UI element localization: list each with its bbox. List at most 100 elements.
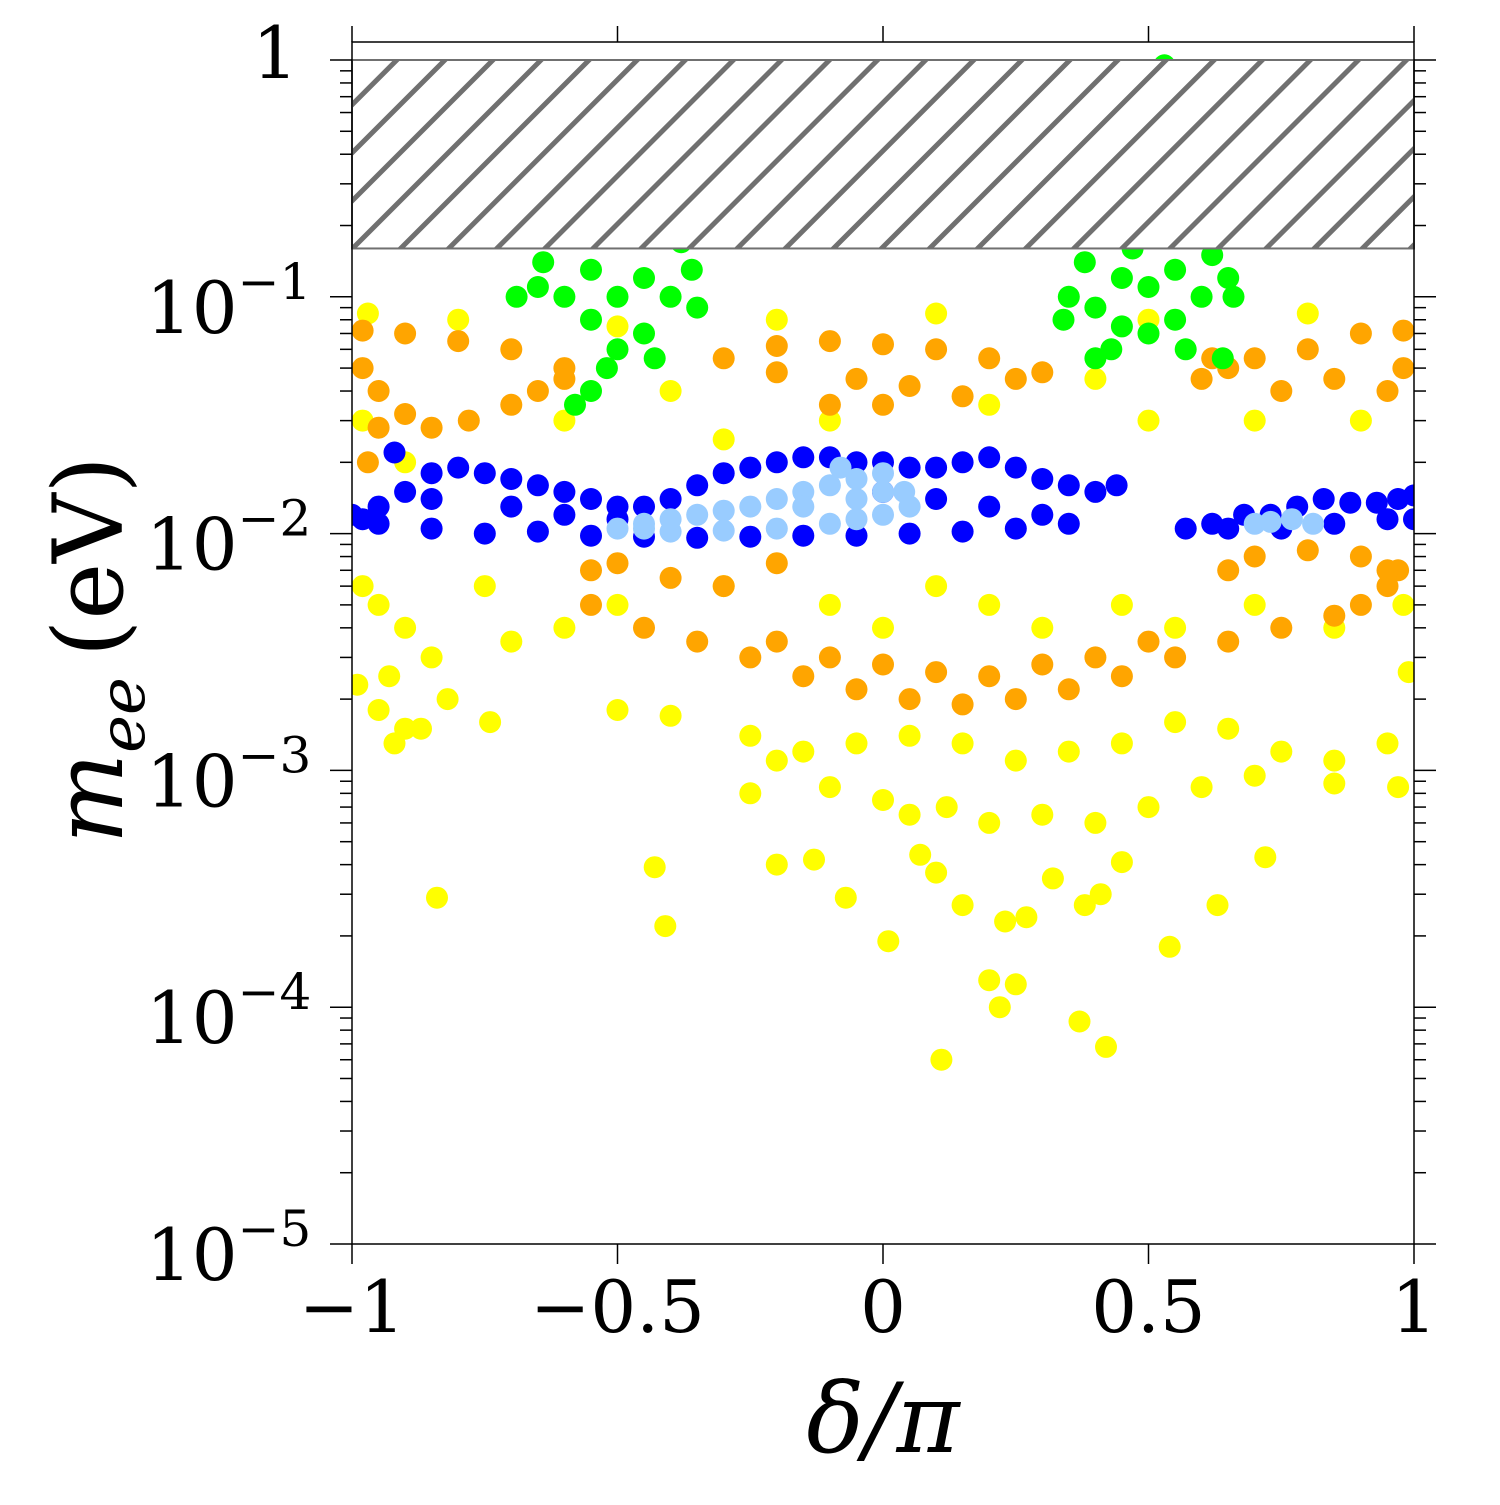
data-point-light-blue [818, 474, 841, 497]
data-point-yellow [606, 699, 629, 721]
data-point-light-blue [606, 517, 629, 540]
data-point-yellow [988, 996, 1011, 1019]
x-tick-label: −0.5 [530, 1265, 705, 1349]
data-point-light-blue [872, 503, 894, 526]
data-point-yellow [367, 593, 390, 616]
data-point-light-blue [872, 480, 894, 503]
data-point-yellow [1110, 732, 1133, 755]
data-point-blue [951, 520, 974, 543]
data-point-orange [925, 338, 948, 361]
data-point-yellow [394, 717, 417, 740]
data-point-orange [1376, 380, 1399, 402]
data-point-green [505, 285, 528, 308]
data-point-green [1057, 285, 1080, 308]
y-tick-label-base: 10 [146, 1213, 238, 1297]
data-point-blue [553, 503, 576, 526]
data-point-yellow [643, 856, 666, 879]
data-point-yellow [1270, 740, 1293, 763]
data-point-light-blue [686, 503, 709, 526]
data-point-orange [818, 646, 841, 669]
data-point-orange [1323, 604, 1346, 627]
data-point-yellow [1031, 803, 1054, 826]
data-point-yellow [1243, 764, 1266, 787]
data-point-green [686, 296, 709, 319]
y-tick-labels: 110−110−210−310−410−5 [146, 11, 311, 1297]
data-point-orange [500, 338, 523, 361]
data-point-blue [447, 456, 470, 479]
data-point-orange [1270, 380, 1293, 402]
data-point-yellow [818, 409, 841, 432]
data-point-green [532, 251, 555, 274]
data-point-yellow [739, 724, 762, 747]
data-point-green [659, 285, 682, 308]
data-point-yellow [1164, 616, 1187, 639]
data-point-orange [1004, 688, 1027, 711]
data-point-yellow [1190, 776, 1213, 799]
data-point-green [1073, 251, 1096, 274]
data-point-orange [765, 361, 788, 384]
y-tick-label: 10−1 [146, 253, 311, 350]
y-tick-label: 10−3 [146, 726, 311, 823]
plot-frame [351, 41, 1415, 1245]
data-point-blue [1057, 512, 1080, 535]
data-point-green [633, 322, 655, 345]
data-point-orange [352, 357, 374, 380]
data-point-green [1222, 285, 1245, 308]
data-point-yellow [1084, 367, 1107, 390]
data-point-orange [1057, 678, 1080, 701]
data-point-yellow [1254, 846, 1277, 869]
data-point-orange [420, 416, 443, 439]
data-point-yellow [803, 848, 825, 871]
y-axis-label-subscript: ee [86, 677, 160, 753]
data-point-yellow [765, 749, 788, 772]
data-point-yellow [1095, 1035, 1117, 1058]
data-point-green [633, 267, 655, 289]
data-point-yellow [898, 724, 921, 747]
data-point-yellow [553, 616, 576, 639]
data-point-green [1052, 308, 1075, 331]
data-point-blue [1376, 508, 1399, 531]
data-point-yellow [1296, 302, 1319, 325]
x-tick-label: −1 [299, 1265, 405, 1349]
data-point-yellow [951, 894, 974, 917]
data-point-yellow [935, 796, 958, 819]
data-point-green [1211, 347, 1234, 370]
data-point-blue [1105, 474, 1128, 497]
data-point-yellow [1397, 661, 1414, 684]
data-point-blue [420, 462, 443, 485]
y-tick-label-exponent: −2 [238, 490, 312, 548]
data-point-green [1201, 244, 1224, 267]
data-point-yellow [1158, 935, 1181, 958]
data-point-orange [1243, 545, 1266, 568]
data-point-orange [633, 616, 655, 639]
data-point-blue [1031, 503, 1054, 526]
data-point-orange [447, 330, 470, 353]
data-point-green [1137, 276, 1160, 298]
data-point-light-blue [872, 462, 894, 485]
data-point-green [643, 347, 666, 370]
data-point-blue [633, 495, 655, 518]
data-point-green [1174, 338, 1197, 361]
data-point-light-blue [829, 456, 852, 479]
data-point-orange [1392, 357, 1414, 380]
data-point-yellow [834, 886, 857, 909]
data-point-yellow [1243, 593, 1266, 616]
data-point-light-blue [739, 495, 762, 518]
data-point-orange [925, 661, 948, 684]
data-point-blue [925, 488, 948, 510]
data-point-yellow [1041, 867, 1064, 890]
data-point-blue [473, 462, 496, 485]
data-point-orange [1392, 319, 1414, 342]
data-point-yellow [765, 308, 788, 331]
data-point-green [606, 338, 629, 361]
data-point-yellow [951, 732, 974, 755]
data-point-blue [500, 468, 523, 490]
data-point-yellow [659, 704, 682, 727]
data-point-blue [712, 462, 735, 485]
data-point-orange [1217, 559, 1240, 582]
data-point-orange [526, 380, 549, 402]
data-point-orange [818, 393, 841, 416]
data-point-yellow [473, 575, 496, 598]
y-tick-label-base: 10 [146, 976, 238, 1060]
